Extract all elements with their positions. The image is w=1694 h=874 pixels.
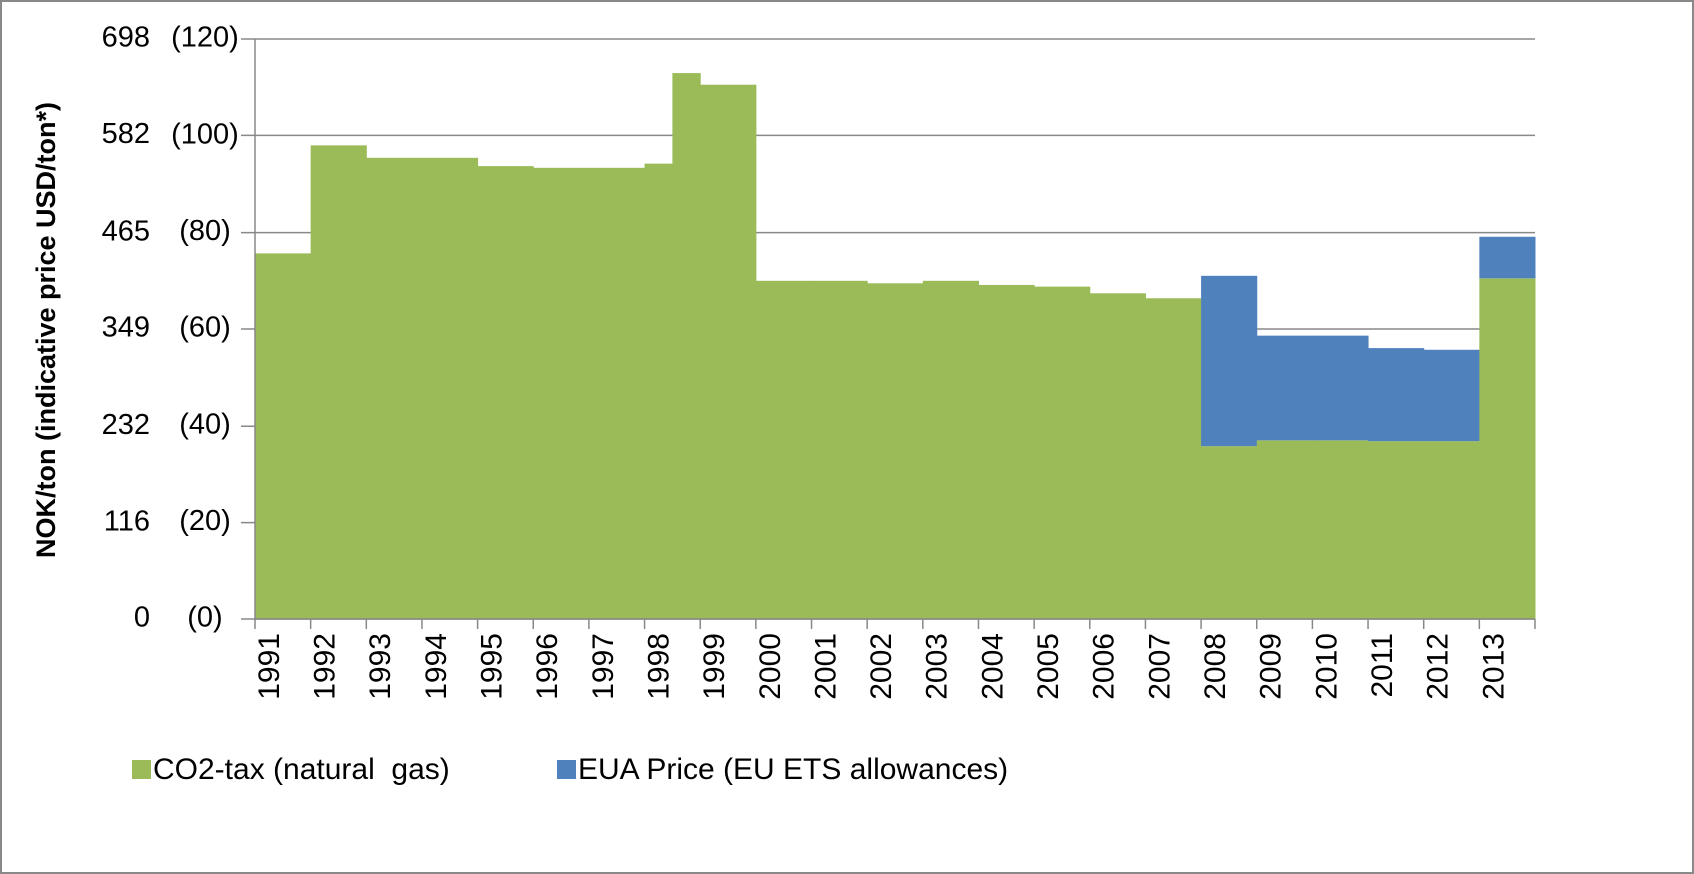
x-tick-label: 1996 <box>531 633 564 700</box>
x-tick-label: 2001 <box>809 633 842 700</box>
x-tick-label: 1997 <box>587 633 620 700</box>
area-step <box>1479 236 1536 279</box>
area-step <box>1423 349 1480 442</box>
area-step <box>1256 335 1313 441</box>
area-step <box>700 84 757 619</box>
x-tick-label: 2002 <box>865 633 898 700</box>
area-step <box>255 253 312 619</box>
y2-tick-label: (120) <box>171 22 239 54</box>
y2-tick-label: (0) <box>187 602 222 634</box>
area-step <box>1368 348 1425 442</box>
area-step <box>310 145 367 620</box>
legend-label: EUA Price (EU ETS allowances) <box>578 753 1008 786</box>
x-tick-label: 2004 <box>976 633 1009 700</box>
x-tick-label: 1994 <box>420 633 453 700</box>
area-step <box>755 280 813 619</box>
area-step <box>533 167 590 619</box>
area-step <box>1423 441 1480 619</box>
area-step <box>922 280 979 619</box>
area-step <box>1479 278 1536 619</box>
legend-swatch <box>132 760 151 779</box>
x-tick-label: 2008 <box>1199 633 1232 700</box>
y-tick-label: 349 <box>102 312 150 344</box>
area-step <box>811 280 868 619</box>
area-step <box>1089 293 1146 619</box>
x-tick-label: 1995 <box>476 633 509 700</box>
y2-tick-label: (80) <box>179 215 231 247</box>
y-tick-label: 232 <box>102 409 150 441</box>
x-tick-label: 2009 <box>1255 633 1288 700</box>
x-tick-label: 2011 <box>1366 633 1399 698</box>
x-tick-label: 1993 <box>364 633 397 700</box>
area-step <box>588 167 646 619</box>
y-tick-label: 582 <box>102 118 150 150</box>
area-step <box>1201 275 1258 447</box>
x-tick-label: 1998 <box>642 633 675 700</box>
y-tick-label: 698 <box>102 22 150 54</box>
area-step <box>1312 440 1369 619</box>
area-step <box>366 157 423 620</box>
area-step <box>978 284 1035 619</box>
area-step <box>1145 298 1202 619</box>
y-axis-label: NOK/ton (indicative price USD/ton*) <box>31 102 61 558</box>
x-tick-label: 2000 <box>754 633 787 700</box>
area-step <box>867 283 924 619</box>
area-step <box>644 163 673 619</box>
area-step <box>421 157 479 620</box>
y2-tick-label: (40) <box>179 408 231 440</box>
y-tick-label: 465 <box>102 215 150 247</box>
x-tick-label: 2010 <box>1310 633 1343 700</box>
x-tick-label: 1992 <box>309 633 342 700</box>
area-step <box>1201 446 1258 619</box>
y-tick-label: 0 <box>134 602 150 634</box>
area-step <box>477 166 534 619</box>
y-tick-label: 116 <box>104 505 150 537</box>
legend-label: CO2-tax (natural gas) <box>153 753 450 786</box>
x-tick-label: 2007 <box>1143 633 1176 700</box>
y2-tick-label: (100) <box>171 118 239 150</box>
area-step <box>1256 440 1313 619</box>
area-step <box>1034 286 1091 619</box>
x-tick-label: 2003 <box>921 633 954 700</box>
x-tick-label: 2005 <box>1032 633 1065 700</box>
y2-tick-label: (60) <box>179 312 231 344</box>
area-step <box>1312 335 1369 441</box>
legend-swatch <box>557 760 576 779</box>
x-tick-label: 2006 <box>1088 633 1121 700</box>
y2-tick-label: (20) <box>179 505 231 537</box>
area-step <box>1368 441 1425 619</box>
area-step <box>672 73 701 619</box>
x-tick-label: 1991 <box>253 633 286 700</box>
x-tick-label: 1999 <box>698 633 731 700</box>
x-tick-label: 2012 <box>1422 633 1455 700</box>
x-tick-label: 2013 <box>1477 633 1510 700</box>
